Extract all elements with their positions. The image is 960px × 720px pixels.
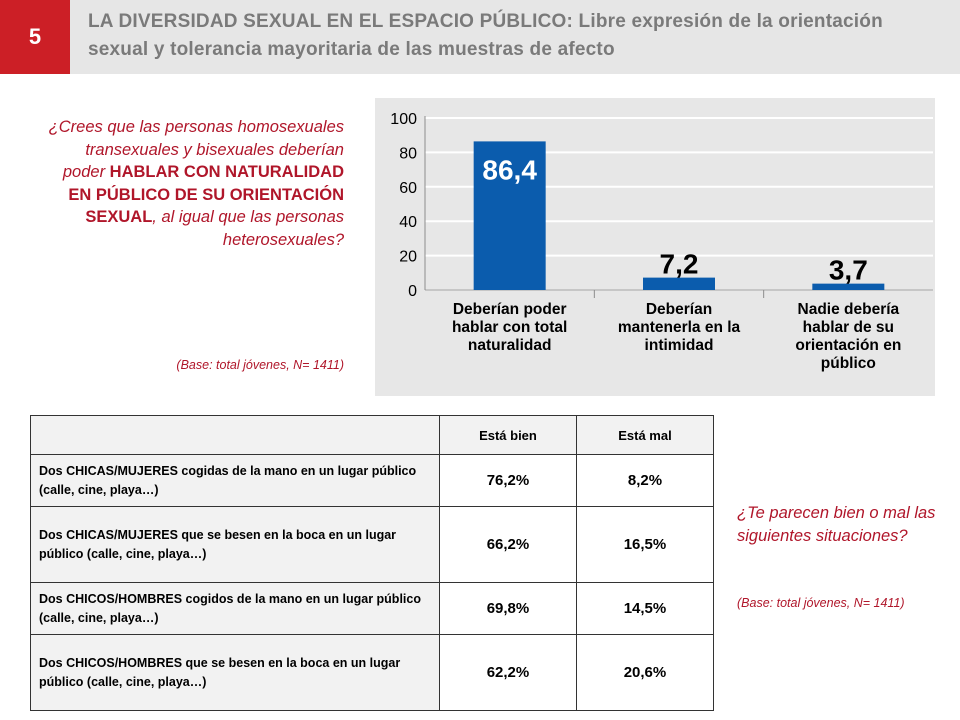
category-label: orientación en (795, 337, 901, 354)
table-row: Dos CHICAS/MUJERES que se besen en la bo… (30, 506, 715, 583)
category-label: hablar con total (452, 319, 567, 336)
data-label: 86,4 (482, 154, 537, 185)
row-value-bien: 69,8% (438, 582, 577, 635)
category-label: mantenerla en la (618, 319, 741, 336)
y-tick-label: 0 (408, 283, 417, 300)
table-row: Dos CHICAS/MUJERES cogidas de la mano en… (30, 454, 715, 507)
row-label: Dos CHICAS/MUJERES que se besen en la bo… (30, 506, 440, 583)
category-label: intimidad (645, 337, 714, 354)
question-speak-openly: ¿Crees que las personas homosexuales tra… (40, 116, 344, 251)
slide-number: 5 (0, 0, 70, 74)
category-label: Deberían poder (453, 301, 567, 318)
row-value-bien: 76,2% (438, 454, 577, 507)
category-label: naturalidad (468, 337, 552, 354)
data-label: 3,7 (829, 255, 868, 286)
table-row: Dos CHICOS/HOMBRES cogidos de la mano en… (30, 582, 715, 635)
bar-chart: 0 20 40 60 80 100 86,4 Deberían poder hablar con… (375, 98, 935, 396)
row-value-mal: 16,5% (575, 506, 715, 583)
data-label: 7,2 (660, 249, 699, 280)
question-text-part1: ¿Crees que las personas homosexuales tra… (48, 118, 344, 181)
y-tick-label: 60 (399, 180, 417, 197)
y-tick-label: 100 (390, 111, 417, 128)
slide-title: LA DIVERSIDAD SEXUAL EN EL ESPACIO PÚBLI… (88, 11, 883, 60)
category-label: Nadie debería (798, 301, 900, 318)
category-label: hablar de su (803, 319, 894, 336)
bar (473, 141, 546, 290)
situations-table: Está bien Está mal Dos CHICAS/MUJERES co… (30, 415, 715, 711)
y-tick-label: 80 (399, 145, 417, 162)
row-label: Dos CHICOS/HOMBRES que se besen en la bo… (30, 634, 440, 711)
table-header-row: Está bien Está mal (30, 415, 715, 455)
row-value-mal: 20,6% (575, 634, 715, 711)
question-emphasis: HABLAR CON NATURALIDAD EN PÚBLICO DE SU … (68, 163, 344, 226)
bar (812, 283, 885, 290)
situations-table-wrap: Está bien Está mal Dos CHICAS/MUJERES co… (30, 415, 715, 711)
header-esta-bien: Está bien (438, 415, 577, 455)
question-text-part2: , al igual que las personas heterosexual… (152, 208, 344, 249)
category-label: Deberían (646, 301, 712, 318)
question-situations-base-note: (Base: total jóvenes, N= 1411) (737, 596, 905, 610)
row-label: Dos CHICAS/MUJERES cogidas de la mano en… (30, 454, 440, 507)
question-situations: ¿Te parecen bien o mal las siguientes si… (737, 504, 936, 545)
row-value-bien: 62,2% (438, 634, 577, 711)
row-label: Dos CHICOS/HOMBRES cogidos de la mano en… (30, 582, 440, 635)
header-esta-mal: Está mal (575, 415, 715, 455)
row-value-mal: 8,2% (575, 454, 715, 507)
category-label: público (821, 355, 876, 372)
question-base-note: (Base: total jóvenes, N= 1411) (176, 358, 344, 372)
header-band (0, 0, 960, 74)
y-tick-label: 40 (399, 214, 417, 231)
table-row: Dos CHICOS/HOMBRES que se besen en la bo… (30, 634, 715, 711)
header-empty (30, 415, 440, 455)
row-value-bien: 66,2% (438, 506, 577, 583)
row-value-mal: 14,5% (575, 582, 715, 635)
bar (643, 277, 715, 290)
y-tick-label: 20 (399, 249, 417, 266)
